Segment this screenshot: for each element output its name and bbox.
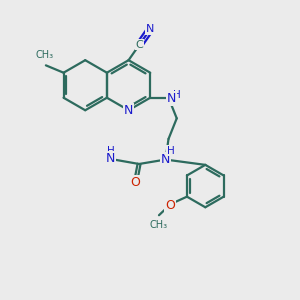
Text: N: N: [106, 152, 115, 165]
Text: N: N: [146, 24, 155, 34]
Text: H: H: [173, 90, 181, 100]
Text: CH₃: CH₃: [35, 50, 53, 60]
Text: N: N: [167, 92, 176, 105]
Text: O: O: [165, 199, 175, 212]
Text: N: N: [124, 104, 133, 117]
Text: C: C: [136, 40, 143, 50]
Text: O: O: [130, 176, 140, 189]
Text: H: H: [106, 146, 114, 156]
Text: CH₃: CH₃: [150, 220, 168, 230]
Text: N: N: [161, 153, 170, 166]
Text: H: H: [167, 146, 175, 156]
